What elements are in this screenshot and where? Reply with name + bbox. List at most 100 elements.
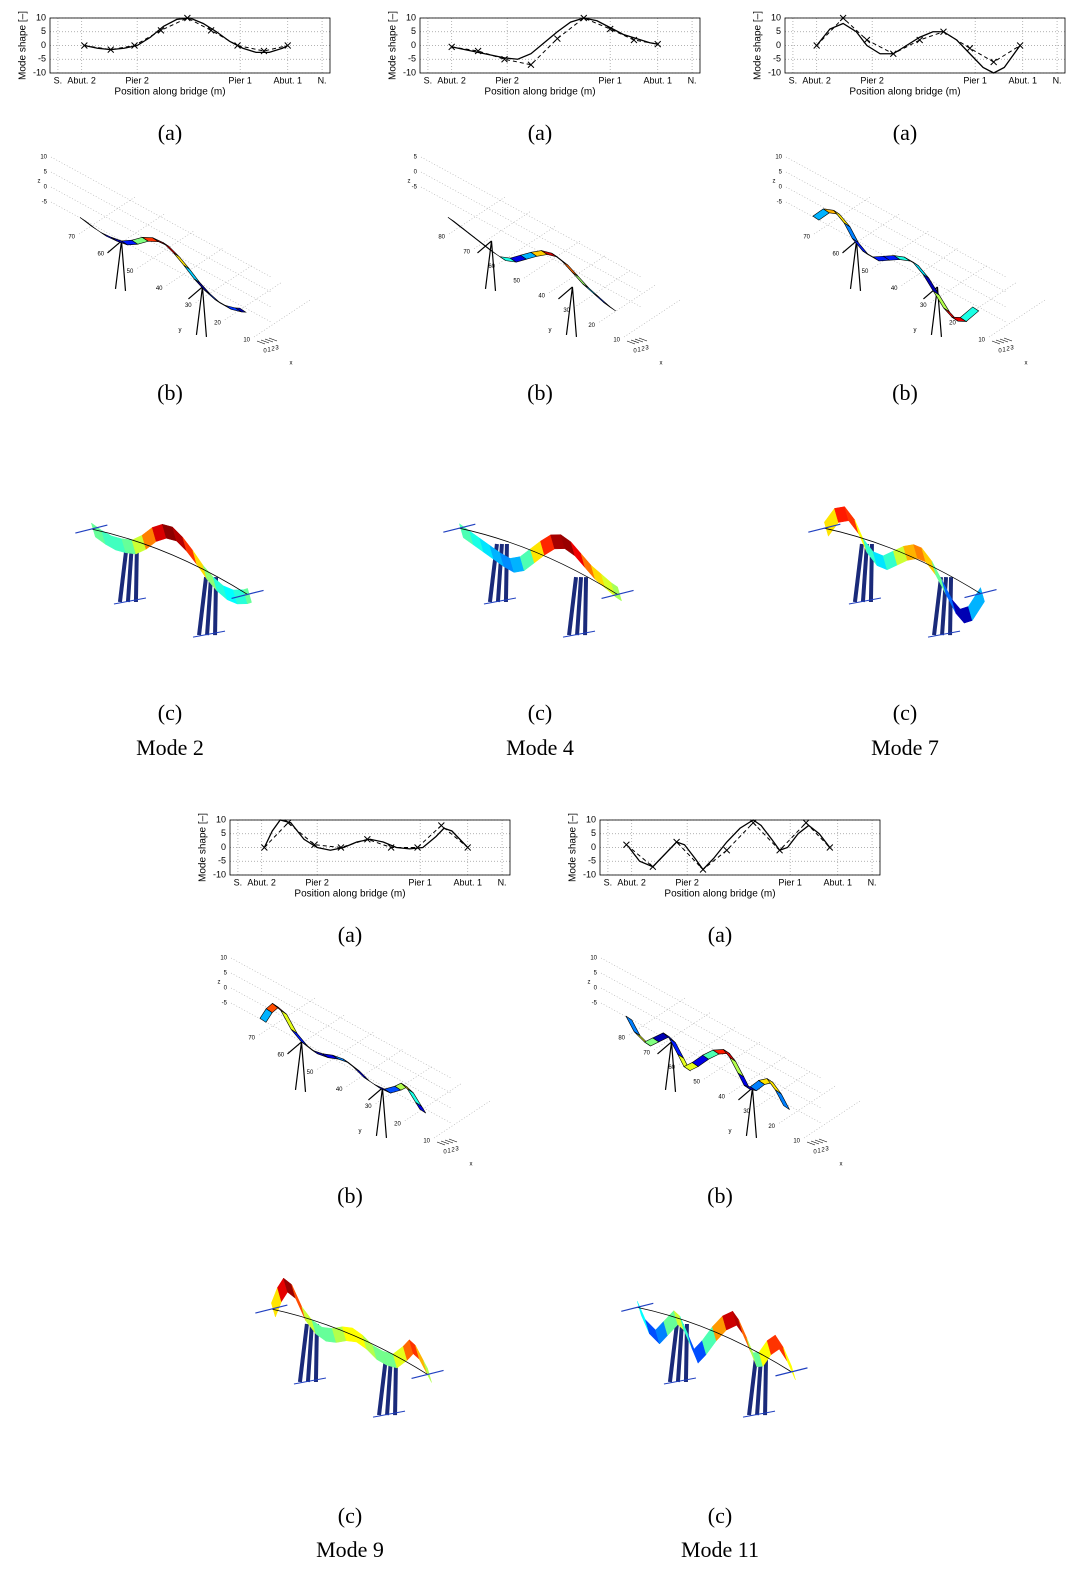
grid-line [254,300,310,337]
y-tick-label: 70 [463,249,470,255]
mode-label: Mode 2 [136,735,204,760]
x-tick-label: Abut. 2 [247,877,276,887]
y-tick-label: 10 [586,814,596,824]
y-tick-label: -10 [403,67,416,77]
z-tick-label: -5 [222,1001,228,1007]
tick-mark [635,339,643,342]
y-tick-label: 70 [643,1050,650,1056]
pier-column [506,544,507,602]
pier-column [863,544,867,602]
y-tick-label: 30 [365,1104,372,1110]
y-tick-label: 10 [771,12,781,22]
y-tick-label: -5 [408,54,416,64]
z-tick-label: -5 [412,185,418,191]
z-tick-label: 10 [590,956,597,962]
caption: (c) [893,700,917,725]
deck-segment [407,1089,421,1107]
z-axis-label: z [218,980,221,986]
x-tick-label: Pier 1 [228,75,252,85]
deck-segment [184,265,200,283]
z-tick-label: 10 [220,956,227,962]
figure: 1050-5-10S.Abut. 2Pier 2Pier 1Abut. 1N.P… [0,0,1073,1579]
pier-column [678,1324,682,1382]
grid-line [624,300,680,337]
mode-label: Mode 11 [681,1537,759,1562]
y-tick-label: 50 [862,269,869,275]
y-tick-label: 50 [127,269,134,275]
x-tick-label: S. [54,75,63,85]
grid-line [601,988,821,1108]
grid-line [524,241,580,278]
tick-mark [257,341,265,344]
tick-mark [992,341,1000,344]
z-tick-label: 0 [779,185,783,191]
z-axis-label: z [588,980,591,986]
y-tick-label: 5 [41,26,46,36]
z-axis-label: z [38,179,41,185]
x-tick-label: 3 [455,1147,459,1153]
deck-segment [312,1050,328,1058]
x-tick-label: Abut. 1 [823,877,852,887]
grid-line [601,973,821,1093]
deck-segment [626,1016,640,1036]
x-tick-label: Pier 1 [778,877,802,887]
y-tick-label: 10 [613,338,620,344]
z-tick-label: -5 [592,1001,598,1007]
grid-line [421,157,641,277]
x-tick-label: N. [498,877,507,887]
y-tick-label: 20 [588,323,595,329]
z-tick-label: 5 [779,170,783,176]
marker [803,820,809,826]
deck-segment [281,1010,297,1033]
pier-column [308,1324,312,1382]
series-line [264,820,467,850]
tick-mark [996,340,1004,343]
y-tick-label: 5 [776,26,781,36]
y-tick-label: 60 [832,252,839,258]
pier-column [670,1324,677,1382]
tick-mark [437,1142,445,1145]
y-tick-label: 5 [221,828,226,838]
caption: (a) [708,922,732,947]
x-tick-label: S. [234,877,243,887]
marker [724,847,730,853]
y-tick-label: 20 [768,1124,775,1130]
y-tick-label: 40 [156,286,163,292]
z-tick-label: 0 [414,170,418,176]
y-tick-label: 60 [668,1065,675,1071]
grid-line [786,172,1006,292]
y-tick-label: -10 [583,869,596,879]
grid-line [989,300,1045,337]
caption: (b) [892,380,918,405]
x-axis-label: x [470,1162,473,1168]
y-tick-label: 10 [243,338,250,344]
tick-mark [1000,339,1008,342]
y-tick-label: 0 [591,842,596,852]
deck-segment [572,273,588,288]
pier-column [950,577,951,635]
tick-mark [449,1139,457,1142]
caption: (c) [158,700,182,725]
x-tick-label: S. [789,75,798,85]
grid-line [196,266,252,303]
y-axis-label: y [914,328,917,334]
deck-band [423,1361,431,1383]
pier [107,241,125,291]
grid-line [231,973,451,1093]
pier [368,1088,386,1138]
caption: (b) [527,380,553,405]
x-tick-label: Pier 2 [675,877,699,887]
tick-mark [639,338,647,341]
x-tick-label: N. [688,75,697,85]
x-tick-label: Abut. 1 [643,75,672,85]
y-tick-label: -10 [33,67,46,77]
tick-mark [807,1142,815,1145]
y-tick-label: 30 [185,303,192,309]
tick-mark [265,339,273,342]
grid-line [872,231,928,268]
x-tick-label: Pier 1 [598,75,622,85]
caption: (a) [338,922,362,947]
pier [188,287,206,337]
deck-band [581,554,595,580]
y-tick-label: 70 [68,235,75,241]
